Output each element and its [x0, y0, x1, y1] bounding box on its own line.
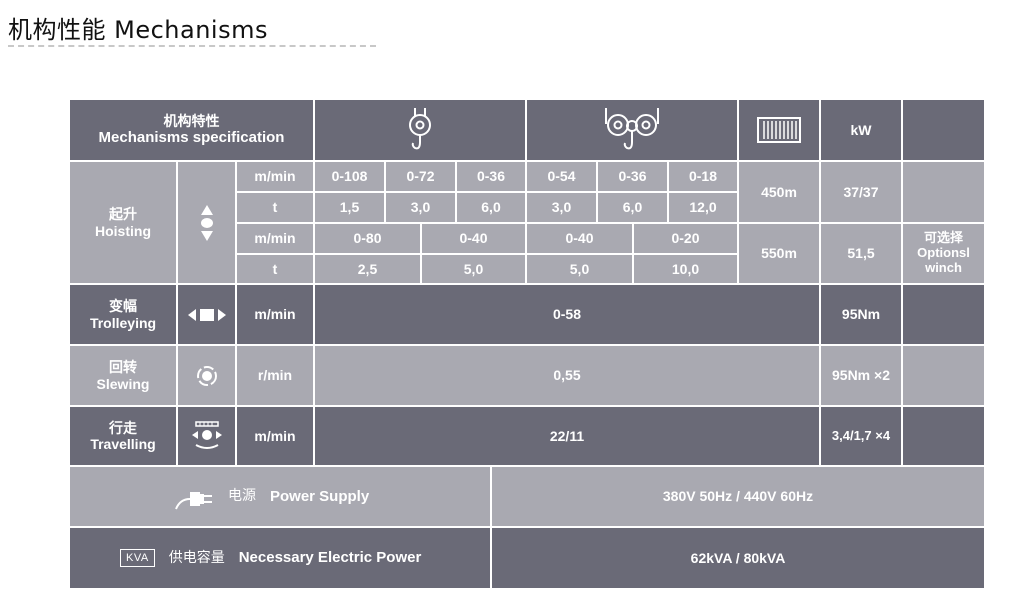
hoisting-row4-v0: 2,5 — [315, 255, 420, 283]
hoisting-row1-v0: 0-108 — [315, 162, 384, 191]
travelling-rail-icon — [190, 421, 224, 451]
slewing-rotation-icon — [196, 365, 218, 387]
hoisting-row3-v0: 0-80 — [315, 224, 420, 253]
header-spec-en: Mechanisms specification — [98, 129, 285, 147]
travelling-empty — [903, 407, 984, 465]
power-plug-icon — [174, 483, 214, 511]
hoisting-row4-v3: 10,0 — [634, 255, 737, 283]
electric-power-label-en: Necessary Electric Power — [238, 549, 422, 567]
hoisting-row1-v4: 0-36 — [598, 162, 667, 191]
trolleying-label: 变幅 Trolleying — [70, 285, 176, 344]
trolley-arrows-icon — [187, 308, 227, 322]
hoisting-row3-unit: m/min — [237, 224, 313, 253]
hoisting-kw-a: 37/37 — [821, 162, 901, 222]
electric-power-label-cell: KVA 供电容量 Necessary Electric Power — [70, 528, 490, 588]
hoisting-row2-unit: t — [237, 193, 313, 222]
trolleying-unit: m/min — [237, 285, 313, 344]
hoisting-rope-a: 450m — [739, 162, 819, 222]
page-title: 机构性能 Mechanisms — [8, 16, 268, 44]
hoisting-row2-v0: 1,5 — [315, 193, 384, 222]
hoisting-row1-v2: 0-36 — [457, 162, 525, 191]
slewing-empty — [903, 346, 984, 405]
hoisting-rope-b: 550m — [739, 224, 819, 283]
hoisting-row2-v2: 6,0 — [457, 193, 525, 222]
hoisting-label: 起升 Hoisting — [70, 162, 176, 283]
power-supply-label-zh: 电源 — [228, 488, 256, 505]
double-hook-hoist-icon — [600, 106, 664, 154]
slewing-label-zh: 回转 — [109, 359, 137, 376]
travelling-label: 行走 Travelling — [70, 407, 176, 465]
option-line1: 可选择 — [923, 230, 963, 246]
travelling-label-en: Travelling — [90, 436, 156, 452]
hoisting-row2-v4: 6,0 — [598, 193, 667, 222]
electric-power-label-zh: 供电容量 — [168, 549, 225, 566]
header-spec-cell: 机构特性 Mechanisms specification — [70, 100, 313, 160]
hoisting-option-empty — [903, 162, 984, 222]
header-spec-zh: 机构特性 — [163, 113, 220, 130]
hoisting-label-zh: 起升 — [109, 206, 137, 223]
hoisting-label-en: Hoisting — [95, 222, 151, 239]
hoisting-row3-v3: 0-20 — [634, 224, 737, 253]
hoisting-kw-b: 51,5 — [821, 224, 901, 283]
hoisting-row3-v2: 0-40 — [527, 224, 632, 253]
hoisting-icon-cell — [178, 162, 235, 283]
header-kw-cell: kW — [821, 100, 901, 160]
hoisting-row1-unit: m/min — [237, 162, 313, 191]
power-supply-label-cell: 电源 Power Supply — [70, 467, 490, 526]
trolleying-power: 95Nm — [821, 285, 901, 344]
hoisting-row1-v3: 0-54 — [527, 162, 596, 191]
hoisting-row4-unit: t — [237, 255, 313, 283]
header-single-hook-cell — [315, 100, 525, 160]
header-empty-cell — [903, 100, 984, 160]
title-divider — [8, 45, 376, 47]
header-double-hook-cell — [527, 100, 737, 160]
travelling-value: 22/11 — [315, 407, 819, 465]
trolleying-label-en: Trolleying — [89, 314, 157, 331]
hoisting-row1-v5: 0-18 — [669, 162, 737, 191]
option-line3: winch — [925, 259, 962, 275]
electric-power-value: 62kVA / 80kVA — [492, 528, 984, 588]
trolleying-icon-cell — [178, 285, 235, 344]
hoisting-option-cell: 可选择 Optionsl winch — [903, 224, 984, 283]
option-line2: Optionsl — [917, 245, 970, 261]
power-supply-label-en: Power Supply — [270, 487, 370, 505]
travelling-label-zh: 行走 — [109, 419, 137, 436]
hoisting-row4-v1: 5,0 — [422, 255, 525, 283]
hoisting-row1-v1: 0-72 — [386, 162, 455, 191]
wire-rope-drum-icon — [756, 115, 802, 145]
travelling-power: 3,4/1,7 ×4 — [821, 407, 901, 465]
kva-icon: KVA — [120, 548, 155, 568]
trolleying-empty — [903, 285, 984, 344]
hoisting-arrows-icon — [199, 203, 215, 243]
slewing-power: 95Nm ×2 — [821, 346, 901, 405]
travelling-unit: m/min — [237, 407, 313, 465]
slewing-label: 回转 Slewing — [70, 346, 176, 405]
slewing-unit: r/min — [237, 346, 313, 405]
hoisting-row2-v5: 12,0 — [669, 193, 737, 222]
hoisting-row2-v1: 3,0 — [386, 193, 455, 222]
slewing-label-en: Slewing — [96, 375, 150, 392]
header-drum-cell — [739, 100, 819, 160]
trolleying-label-zh: 变幅 — [109, 298, 137, 315]
hoisting-row3-v1: 0-40 — [422, 224, 525, 253]
single-hook-hoist-icon — [403, 106, 437, 154]
hoisting-row2-v3: 3,0 — [527, 193, 596, 222]
slewing-icon-cell — [178, 346, 235, 405]
slewing-value: 0,55 — [315, 346, 819, 405]
travelling-icon-cell — [178, 407, 235, 465]
trolleying-value: 0-58 — [315, 285, 819, 344]
hoisting-row4-v2: 5,0 — [527, 255, 632, 283]
power-supply-value: 380V 50Hz / 440V 60Hz — [492, 467, 984, 526]
